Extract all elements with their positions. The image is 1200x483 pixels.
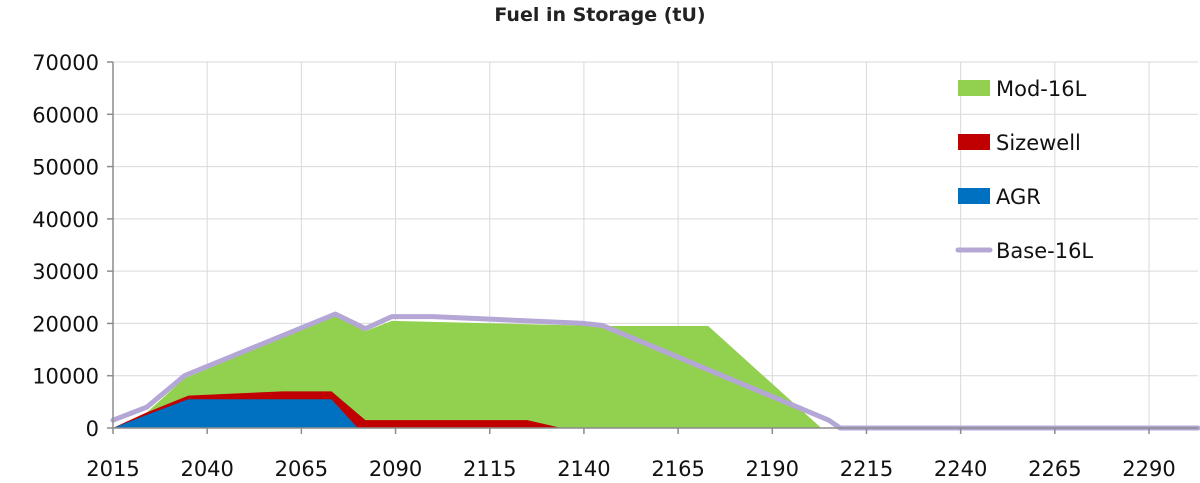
legend-label-agr: AGR — [996, 185, 1041, 209]
area-agr — [113, 399, 1198, 428]
y-tick-label-30000: 30000 — [32, 260, 99, 284]
y-tick-label-20000: 20000 — [32, 312, 99, 336]
legend-label-base-16l: Base-16L — [996, 239, 1093, 263]
x-tick-label-2265: 2265 — [1028, 457, 1081, 481]
chart-title: Fuel in Storage (tU) — [494, 4, 706, 26]
axes — [112, 62, 1198, 429]
legend-label-mod-16l: Mod-16L — [996, 77, 1087, 101]
y-tick-label-60000: 60000 — [32, 103, 99, 127]
line-base-16l — [110, 311, 1200, 431]
y-tick-label-50000: 50000 — [32, 156, 99, 180]
x-axis-ticks: 2015 2040 2065 2090 2115 2140 2165 2190 2215 2240… — [86, 428, 1176, 481]
y-tick-label-40000: 40000 — [32, 208, 99, 232]
x-tick-label-2015: 2015 — [86, 457, 139, 481]
x-tick-label-2040: 2040 — [180, 457, 233, 481]
area-mod-16l — [113, 315, 1198, 428]
x-tick-label-2065: 2065 — [275, 457, 328, 481]
y-tick-label-10000: 10000 — [32, 365, 99, 389]
x-tick-label-2140: 2140 — [557, 457, 610, 481]
legend-label-sizewell: Sizewell — [996, 131, 1081, 155]
x-tick-label-2115: 2115 — [463, 457, 516, 481]
line-series — [110, 311, 1200, 431]
y-tick-label-0: 0 — [86, 417, 99, 441]
y-axis-ticks: 0 10000 20000 30000 40000 50000 60000 70000 — [32, 51, 113, 441]
x-tick-label-2190: 2190 — [746, 457, 799, 481]
legend-swatch-agr — [958, 188, 990, 204]
y-tick-label-70000: 70000 — [32, 51, 99, 75]
x-tick-label-2290: 2290 — [1122, 457, 1175, 481]
legend-swatch-mod-16l — [958, 80, 990, 96]
legend-swatch-sizewell — [958, 134, 990, 150]
x-tick-label-2240: 2240 — [934, 457, 987, 481]
x-tick-label-2165: 2165 — [651, 457, 704, 481]
x-tick-label-2215: 2215 — [840, 457, 893, 481]
area-series — [113, 315, 1198, 428]
legend: Mod-16L Sizewell AGR Base-16L — [955, 77, 1093, 263]
x-tick-label-2090: 2090 — [369, 457, 422, 481]
